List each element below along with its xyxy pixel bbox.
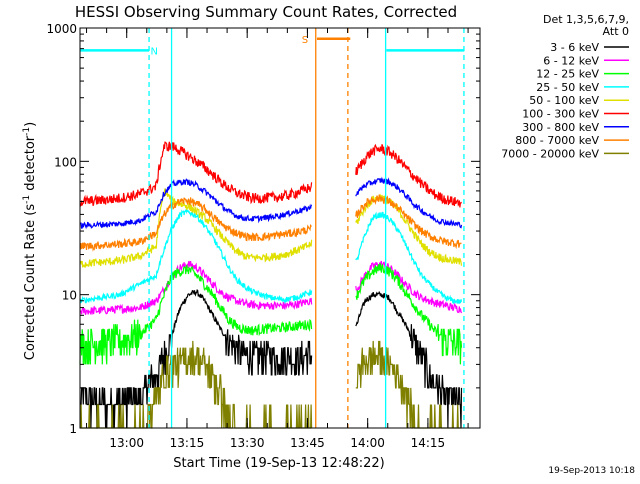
y-tick-label-1: 1 xyxy=(69,422,77,436)
x-tick-label-6: 14:15 xyxy=(411,436,446,450)
legend-entry-6: 100 - 300 keV xyxy=(522,108,599,121)
chart-title: HESSI Observing Summary Count Rates, Cor… xyxy=(75,3,457,21)
legend-entry-9: 7000 - 20000 keV xyxy=(501,147,599,160)
x-tick-label-1: 13:00 xyxy=(109,436,144,450)
legend-entry-5: 50 - 100 keV xyxy=(529,94,599,107)
legend-header-1: Det 1,3,5,6,7,9, xyxy=(543,13,629,26)
series-line-5 xyxy=(79,188,463,269)
series-line-7 xyxy=(79,176,463,230)
x-tick-label-4: 13:45 xyxy=(290,436,325,450)
y-tick-label-4: 1000 xyxy=(46,22,77,36)
plot-frame xyxy=(79,27,481,429)
legend-entry-3: 12 - 25 keV xyxy=(536,68,599,81)
series-line-3 xyxy=(79,263,463,365)
legend-entry-1: 3 - 6 keV xyxy=(550,41,599,54)
annotation-label-2: S xyxy=(302,35,308,46)
legend-entry-8: 800 - 7000 keV xyxy=(515,134,599,147)
x-tick-label-5: 14:00 xyxy=(350,436,385,450)
x-axis-label: Start Time (19-Sep-13 12:48:22) xyxy=(173,456,384,471)
x-tick-label-3: 13:30 xyxy=(230,436,265,450)
x-tick-label-2: 13:15 xyxy=(170,436,205,450)
series-line-8 xyxy=(79,194,462,252)
series-line-6 xyxy=(79,141,463,208)
legend-entry-7: 300 - 800 keV xyxy=(522,121,599,134)
legend-header-2: Att 0 xyxy=(603,25,629,38)
series-line-2 xyxy=(79,260,463,316)
legend-entry-2: 6 - 12 keV xyxy=(543,54,599,67)
series-line-1 xyxy=(80,289,463,429)
series-line-4 xyxy=(79,209,463,305)
y-axis-label: Corrected Count Rate (s-1 detector-1) xyxy=(22,122,38,360)
y-tick-label-3: 100 xyxy=(54,155,77,169)
y-tick-label-2: 10 xyxy=(62,289,77,303)
legend-entry-4: 25 - 50 keV xyxy=(536,81,599,94)
annotation-label-1: N xyxy=(151,46,158,57)
timestamp: 19-Sep-2013 10:18 xyxy=(548,466,635,476)
